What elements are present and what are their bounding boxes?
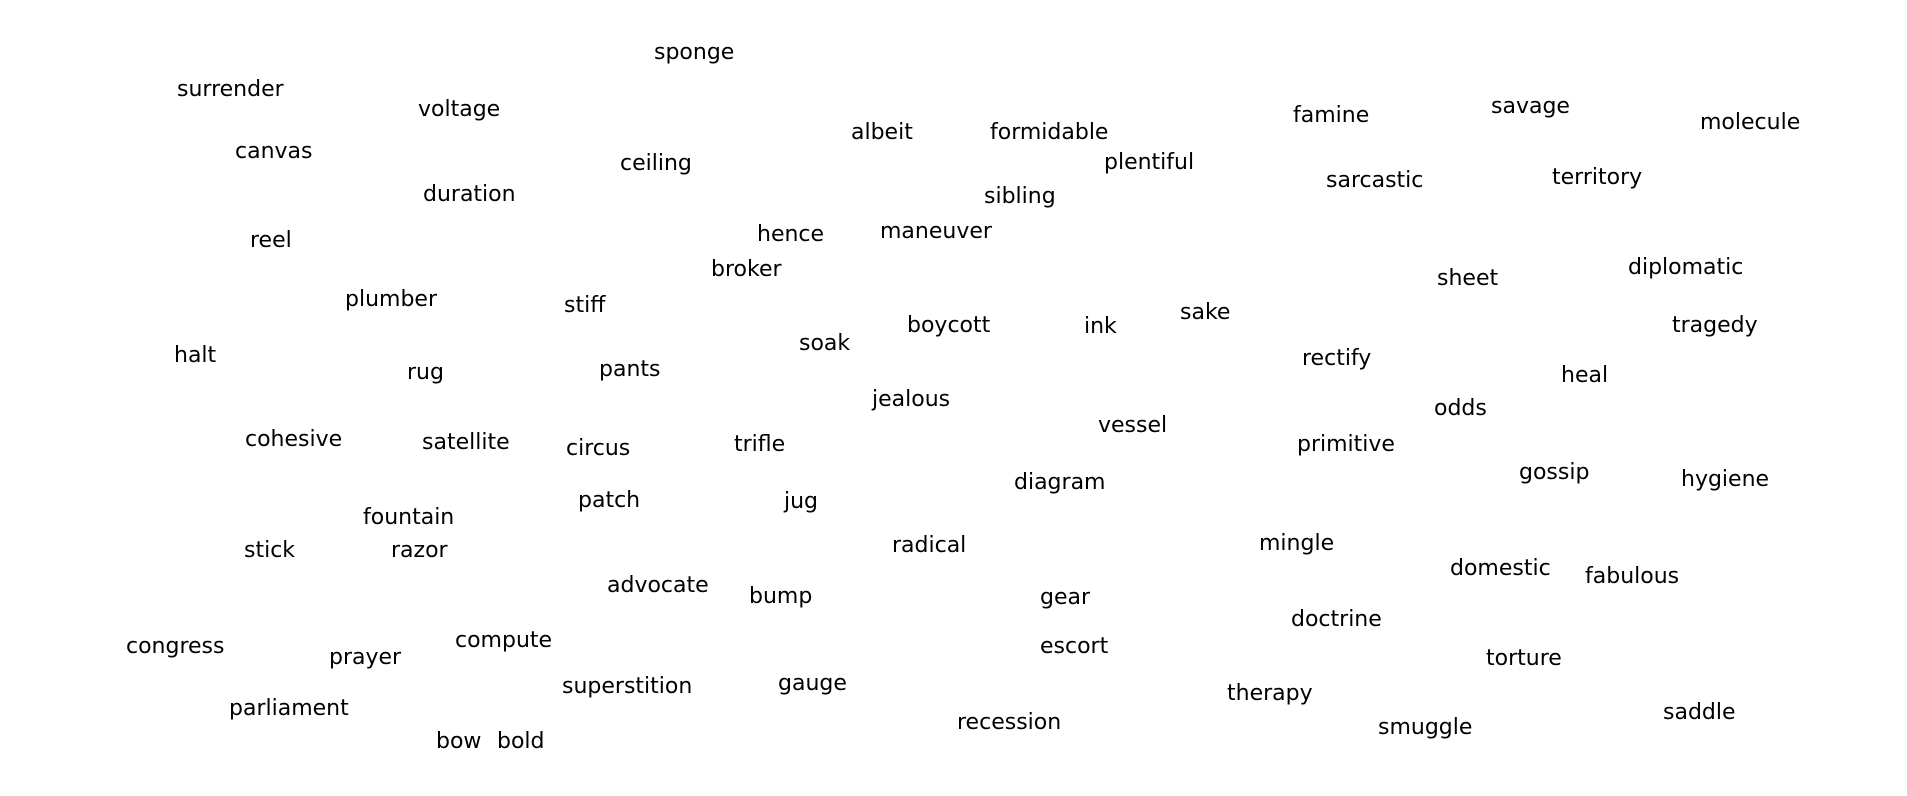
word-savage: savage <box>1491 94 1570 119</box>
word-broker: broker <box>711 257 782 282</box>
word-stick: stick <box>244 538 296 563</box>
word-sibling: sibling <box>984 184 1056 209</box>
word-boycott: boycott <box>907 313 991 338</box>
word-soak: soak <box>799 331 851 356</box>
word-sarcastic: sarcastic <box>1326 168 1424 193</box>
word-maneuver: maneuver <box>880 219 992 244</box>
word-therapy: therapy <box>1227 681 1313 706</box>
word-razor: razor <box>391 538 448 563</box>
word-diagram: diagram <box>1014 470 1106 495</box>
word-stiff: stiff <box>564 293 606 318</box>
word-plentiful: plentiful <box>1104 150 1195 175</box>
word-patch: patch <box>578 488 641 513</box>
word-advocate: advocate <box>607 573 709 598</box>
word-bow: bow <box>436 729 482 754</box>
word-primitive: primitive <box>1297 432 1395 457</box>
word-formidable: formidable <box>990 120 1109 145</box>
word-jealous: jealous <box>872 387 951 412</box>
word-mingle: mingle <box>1259 531 1335 556</box>
word-ceiling: ceiling <box>620 151 692 176</box>
word-diplomatic: diplomatic <box>1628 255 1744 280</box>
word-albeit: albeit <box>851 120 913 145</box>
word-gossip: gossip <box>1519 460 1590 485</box>
word-territory: territory <box>1552 165 1643 190</box>
word-bump: bump <box>749 584 813 609</box>
word-gear: gear <box>1040 585 1091 610</box>
word-ink: ink <box>1084 314 1117 339</box>
word-sponge: sponge <box>654 40 735 65</box>
word-parliament: parliament <box>229 696 349 721</box>
word-rectify: rectify <box>1302 346 1372 371</box>
word-doctrine: doctrine <box>1291 607 1382 632</box>
word-reel: reel <box>250 228 292 253</box>
word-saddle: saddle <box>1663 700 1736 725</box>
word-recession: recession <box>957 710 1062 735</box>
word-hygiene: hygiene <box>1681 467 1770 492</box>
word-heal: heal <box>1561 363 1609 388</box>
word-fabulous: fabulous <box>1585 564 1680 589</box>
word-voltage: voltage <box>418 97 501 122</box>
word-congress: congress <box>126 634 225 659</box>
word-rug: rug <box>407 360 444 385</box>
word-pants: pants <box>599 357 661 382</box>
word-superstition: superstition <box>562 674 693 699</box>
word-hence: hence <box>757 222 825 247</box>
word-domestic: domestic <box>1450 556 1551 581</box>
word-famine: famine <box>1293 103 1370 128</box>
word-bold: bold <box>497 729 545 754</box>
word-tragedy: tragedy <box>1672 313 1758 338</box>
word-smuggle: smuggle <box>1378 715 1473 740</box>
word-jug: jug <box>784 489 819 514</box>
word-odds: odds <box>1434 396 1487 421</box>
word-fountain: fountain <box>363 505 455 530</box>
word-duration: duration <box>423 182 516 207</box>
word-radical: radical <box>892 533 967 558</box>
word-plumber: plumber <box>345 287 437 312</box>
word-halt: halt <box>174 343 217 368</box>
word-trifle: trifle <box>734 432 786 457</box>
word-sheet: sheet <box>1437 266 1499 291</box>
word-canvas: canvas <box>235 139 313 164</box>
word-escort: escort <box>1040 634 1109 659</box>
word-surrender: surrender <box>177 77 284 102</box>
word-torture: torture <box>1486 646 1562 671</box>
word-satellite: satellite <box>422 430 510 455</box>
word-circus: circus <box>566 436 631 461</box>
word-gauge: gauge <box>778 671 847 696</box>
word-cohesive: cohesive <box>245 427 343 452</box>
word-sake: sake <box>1180 300 1231 325</box>
word-compute: compute <box>455 628 553 653</box>
word-prayer: prayer <box>329 645 402 670</box>
word-molecule: molecule <box>1700 110 1801 135</box>
word-vessel: vessel <box>1098 413 1168 438</box>
